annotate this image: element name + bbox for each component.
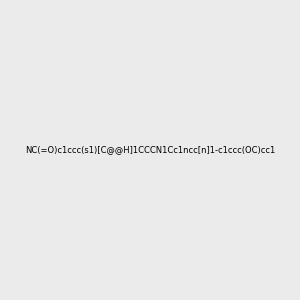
- Text: NC(=O)c1ccc(s1)[C@@H]1CCCN1Cc1ncc[n]1-c1ccc(OC)cc1: NC(=O)c1ccc(s1)[C@@H]1CCCN1Cc1ncc[n]1-c1…: [25, 146, 275, 154]
